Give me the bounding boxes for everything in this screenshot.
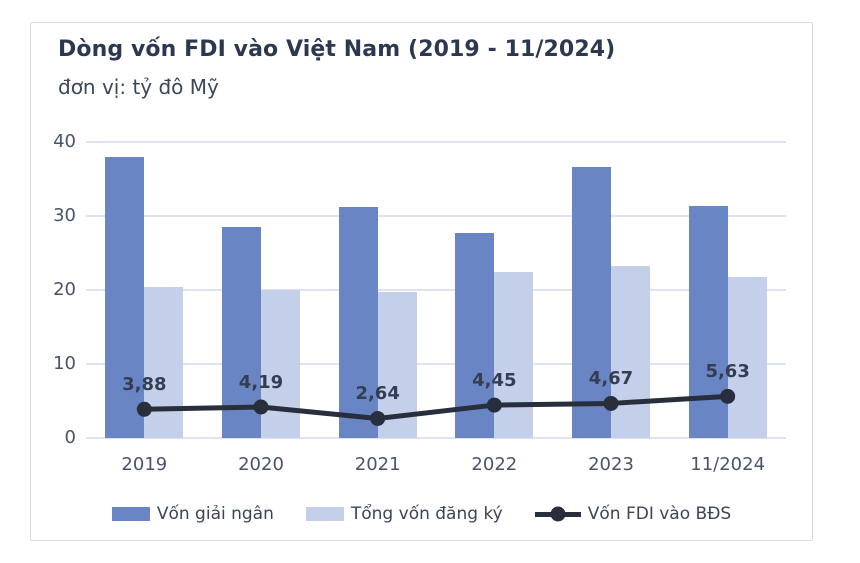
bar-tong-von-dang-ky (611, 266, 650, 438)
line-point-value-label: 4,45 (472, 370, 517, 392)
y-axis-tick-label: 30 (53, 205, 76, 226)
bar-von-giai-ngan (338, 207, 378, 438)
line-marker-swatch-icon (534, 506, 581, 522)
legend-item-von-giai-ngan: Vốn giải ngân (111, 504, 274, 524)
chart-title: Dòng vốn FDI vào Việt Nam (2019 - 11/202… (58, 37, 616, 62)
gridline (86, 289, 786, 291)
bar-tong-von-dang-ky (261, 290, 300, 438)
y-axis-tick-label: 0 (64, 427, 76, 448)
line-point-value-label: 5,63 (705, 361, 750, 383)
gridline (86, 437, 786, 439)
line-point-value-label: 4,67 (588, 368, 634, 390)
line-point-value-label: 3,88 (122, 374, 167, 396)
x-axis-tick-label: 2021 (354, 454, 401, 475)
fdi-bds-line-series (136, 388, 736, 426)
line-point-value-label: 2,64 (355, 383, 400, 405)
gridline (86, 363, 786, 365)
y-axis-tick-label: 40 (53, 131, 76, 152)
chart-card: Dòng vốn FDI vào Việt Nam (2019 - 11/202… (30, 22, 813, 541)
bar-dark-swatch-icon (111, 507, 150, 521)
line-point-marker (486, 397, 502, 413)
x-axis-tick-label: 2023 (588, 454, 634, 475)
legend: Vốn giải ngân Tổng vốn đăng ký Vốn FDI v… (31, 504, 812, 524)
gridline (86, 141, 786, 143)
bar-von-giai-ngan (105, 156, 145, 438)
line-point-marker (603, 395, 619, 411)
x-axis-tick-label: 2022 (471, 454, 518, 475)
legend-item-tong-von-dang-ky: Tổng vốn đăng ký (305, 504, 503, 524)
plot-area: 0 10 20 30 40 2019 2020 2021 2022 2023 11/2024 3,88… (53, 131, 786, 475)
legend-label-tong-von-dang-ky: Tổng vốn đăng ký (350, 504, 503, 524)
x-axis-tick-label: 2019 (121, 454, 168, 475)
bar-tong-von-dang-ky (494, 272, 534, 438)
bar-light-swatch-icon (305, 507, 344, 521)
bar-von-giai-ngan (572, 167, 611, 438)
chart-subtitle: đơn vị: tỷ đô Mỹ (58, 75, 219, 99)
bar-von-giai-ngan (222, 227, 261, 438)
line-point-marker (136, 401, 152, 417)
legend-label-von-fdi-vao-bds: Vốn FDI vào BĐS (587, 504, 732, 524)
legend-item-von-fdi-vao-bds: Vốn FDI vào BĐS (534, 504, 732, 524)
line-dot-icon (550, 506, 566, 522)
line-point-marker (370, 410, 386, 426)
line-point-marker (720, 388, 736, 404)
gridline (86, 215, 786, 217)
x-axis-tick-label: 2020 (238, 454, 284, 475)
line-point-marker (253, 399, 269, 415)
y-axis-tick-label: 10 (53, 353, 76, 374)
line-point-value-label: 4,19 (238, 371, 284, 393)
line-path (141, 393, 731, 421)
x-axis-tick-label: 11/2024 (690, 454, 766, 475)
y-axis-tick-label: 20 (53, 279, 76, 300)
legend-label-von-giai-ngan: Vốn giải ngân (156, 504, 274, 524)
bar-tong-von-dang-ky (727, 277, 767, 438)
